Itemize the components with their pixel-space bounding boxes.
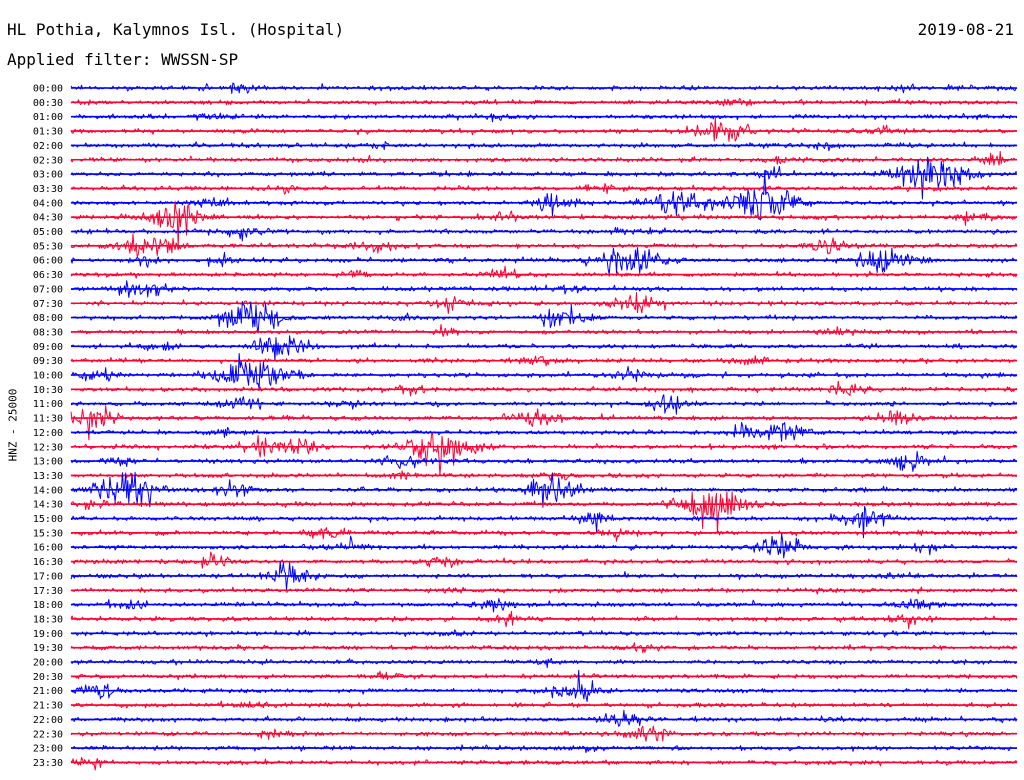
time-label-0530: 05:30 bbox=[33, 241, 63, 252]
time-label-1130: 11:30 bbox=[33, 414, 63, 425]
time-label-0000: 00:00 bbox=[33, 84, 63, 95]
time-label-2230: 22:30 bbox=[33, 729, 63, 740]
time-label-1600: 16:00 bbox=[33, 543, 63, 554]
time-label-2300: 23:00 bbox=[33, 744, 63, 755]
time-label-0130: 01:30 bbox=[33, 127, 63, 138]
seismic-trace-1230 bbox=[70, 432, 1018, 476]
time-label-2000: 20:00 bbox=[33, 658, 63, 669]
time-label-1500: 15:00 bbox=[33, 514, 63, 525]
seismic-trace-1430 bbox=[70, 491, 1018, 533]
time-label-0400: 04:00 bbox=[33, 198, 63, 209]
time-label-1330: 13:30 bbox=[33, 471, 63, 482]
filter-label: Applied filter: WWSSN-SP bbox=[7, 50, 239, 69]
seismic-trace-0600 bbox=[70, 247, 1018, 275]
time-label-1100: 11:00 bbox=[33, 399, 63, 410]
seismic-trace-0900 bbox=[70, 335, 1018, 362]
seismic-trace-0400 bbox=[70, 170, 1018, 221]
seismic-trace-1830 bbox=[70, 610, 1018, 630]
seismic-trace-0500 bbox=[70, 226, 1018, 242]
time-label-0800: 08:00 bbox=[33, 313, 63, 324]
station-title: HL Pothia, Kalymnos Isl. (Hospital) bbox=[7, 20, 345, 39]
seismic-trace-0430 bbox=[70, 200, 1018, 248]
seismic-trace-2000 bbox=[70, 657, 1018, 669]
seismic-trace-1030 bbox=[70, 380, 1018, 397]
seismic-trace-1130 bbox=[70, 405, 1018, 441]
time-label-0330: 03:30 bbox=[33, 184, 63, 195]
time-label-2100: 21:00 bbox=[33, 686, 63, 697]
time-label-0700: 07:00 bbox=[33, 284, 63, 295]
time-label-0900: 09:00 bbox=[33, 342, 63, 353]
time-label-0200: 02:00 bbox=[33, 141, 63, 152]
time-label-0600: 06:00 bbox=[33, 256, 63, 267]
time-label-1530: 15:30 bbox=[33, 528, 63, 539]
seismic-trace-1630 bbox=[70, 551, 1018, 569]
seismic-trace-2100 bbox=[70, 669, 1018, 703]
date-label: 2019-08-21 bbox=[917, 20, 1014, 39]
time-label-0830: 08:30 bbox=[33, 327, 63, 338]
time-label-0230: 02:30 bbox=[33, 155, 63, 166]
time-label-1630: 16:30 bbox=[33, 557, 63, 568]
time-label-1230: 12:30 bbox=[33, 442, 63, 453]
seismic-trace-1530 bbox=[70, 527, 1018, 542]
time-label-2030: 20:30 bbox=[33, 672, 63, 683]
time-label-1930: 19:30 bbox=[33, 643, 63, 654]
seismic-trace-0230 bbox=[70, 150, 1018, 166]
seismic-trace-2200 bbox=[70, 709, 1018, 727]
time-label-0430: 04:30 bbox=[33, 213, 63, 224]
seismic-trace-0800 bbox=[70, 301, 1018, 334]
seismic-trace-0130 bbox=[70, 117, 1018, 142]
seismic-trace-0300 bbox=[70, 156, 1018, 200]
time-label-1200: 12:00 bbox=[33, 428, 63, 439]
time-label-0300: 03:00 bbox=[33, 170, 63, 181]
time-label-0630: 06:30 bbox=[33, 270, 63, 281]
seismic-trace-0630 bbox=[70, 265, 1018, 279]
time-label-1300: 13:00 bbox=[33, 457, 63, 468]
seismic-trace-2030 bbox=[70, 670, 1018, 681]
time-label-0500: 05:00 bbox=[33, 227, 63, 238]
time-label-1030: 10:30 bbox=[33, 385, 63, 396]
time-label-1830: 18:30 bbox=[33, 614, 63, 625]
time-label-0100: 01:00 bbox=[33, 112, 63, 123]
time-label-0930: 09:30 bbox=[33, 356, 63, 367]
time-label-2330: 23:30 bbox=[33, 758, 63, 769]
time-label-1000: 10:00 bbox=[33, 371, 63, 382]
seismic-trace-1600 bbox=[70, 533, 1018, 559]
time-label-1730: 17:30 bbox=[33, 586, 63, 597]
time-label-2130: 21:30 bbox=[33, 701, 63, 712]
seismic-trace-2330 bbox=[70, 757, 1018, 771]
time-label-1700: 17:00 bbox=[33, 571, 63, 582]
time-label-0730: 07:30 bbox=[33, 299, 63, 310]
time-label-1900: 19:00 bbox=[33, 629, 63, 640]
time-label-0030: 00:30 bbox=[33, 98, 63, 109]
time-label-2200: 22:00 bbox=[33, 715, 63, 726]
time-label-1400: 14:00 bbox=[33, 485, 63, 496]
seismic-trace-1000 bbox=[70, 353, 1018, 390]
time-label-1430: 14:30 bbox=[33, 500, 63, 511]
time-label-1800: 18:00 bbox=[33, 600, 63, 611]
seismic-trace-1800 bbox=[70, 598, 1018, 613]
